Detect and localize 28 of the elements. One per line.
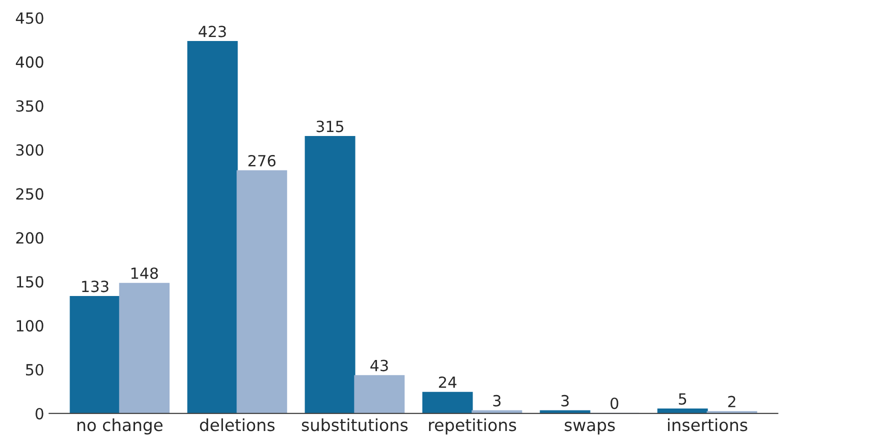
y-tick-label: 250	[16, 188, 44, 200]
y-tick-label: 400	[16, 56, 44, 68]
x-tick-label: repetitions	[429, 418, 516, 434]
y-tick-label: 200	[16, 232, 44, 244]
y-tick-label: 0	[36, 408, 44, 420]
x-tick-label: swaps	[564, 422, 615, 434]
y-tick-label: 150	[16, 276, 44, 288]
data-label: 0	[610, 398, 618, 410]
x-tick-label: substitutions	[302, 418, 408, 432]
y-tick-label: 350	[16, 100, 44, 112]
x-tick-label: insertions	[668, 418, 748, 432]
data-label: 2	[728, 396, 736, 408]
x-tick-label: deletions	[200, 418, 275, 432]
x-tick-label: no change	[77, 418, 162, 434]
data-label: 5	[678, 393, 686, 405]
data-label: 3	[493, 394, 501, 406]
y-tick-label: 100	[16, 320, 44, 332]
y-tick-label: 50	[26, 364, 44, 376]
data-label: 423	[198, 26, 226, 38]
data-label: 133	[82, 280, 108, 292]
data-label: 276	[248, 154, 276, 166]
data-label: 24	[438, 376, 456, 388]
data-label: 3	[561, 394, 569, 406]
data-label: 315	[316, 120, 344, 132]
data-label: 148	[131, 267, 158, 280]
y-tick-label: 450	[16, 12, 44, 24]
y-tick-label: 300	[16, 144, 44, 156]
data-label: 43	[370, 360, 388, 372]
